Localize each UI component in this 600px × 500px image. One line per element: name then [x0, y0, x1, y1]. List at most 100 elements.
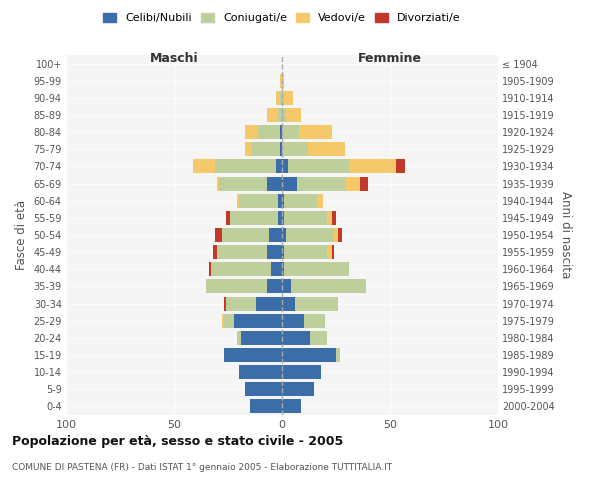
- Bar: [338, 228, 343, 242]
- Bar: [256, 296, 282, 310]
- Bar: [360, 176, 368, 190]
- Bar: [308, 142, 344, 156]
- Bar: [286, 228, 334, 242]
- Text: COMUNE DI PASTENA (FR) - Dati ISTAT 1° gennaio 2005 - Elaborazione TUTTITALIA.IT: COMUNE DI PASTENA (FR) - Dati ISTAT 1° g…: [12, 462, 392, 471]
- Bar: [282, 280, 290, 293]
- Bar: [282, 382, 314, 396]
- Text: Femmine: Femmine: [358, 52, 422, 64]
- Bar: [245, 125, 258, 139]
- Bar: [278, 211, 282, 225]
- Bar: [224, 314, 235, 328]
- Bar: [317, 194, 323, 207]
- Bar: [282, 194, 284, 207]
- Bar: [258, 125, 280, 139]
- Bar: [282, 365, 321, 379]
- Bar: [267, 280, 282, 293]
- Bar: [245, 142, 252, 156]
- Bar: [245, 382, 282, 396]
- Bar: [217, 176, 220, 190]
- Bar: [297, 176, 344, 190]
- Bar: [280, 74, 282, 88]
- Bar: [284, 262, 349, 276]
- Bar: [282, 296, 295, 310]
- Bar: [267, 176, 282, 190]
- Bar: [282, 331, 310, 345]
- Bar: [282, 211, 284, 225]
- Bar: [304, 314, 325, 328]
- Bar: [241, 331, 282, 345]
- Bar: [282, 314, 304, 328]
- Bar: [282, 348, 336, 362]
- Bar: [280, 91, 282, 105]
- Bar: [236, 194, 239, 207]
- Bar: [284, 194, 317, 207]
- Bar: [215, 160, 275, 173]
- Bar: [295, 296, 338, 310]
- Bar: [282, 400, 301, 413]
- Bar: [290, 280, 366, 293]
- Bar: [267, 245, 282, 259]
- Bar: [282, 108, 286, 122]
- Bar: [284, 91, 293, 105]
- Legend: Celibi/Nubili, Coniugati/e, Vedovi/e, Divorziati/e: Celibi/Nubili, Coniugati/e, Vedovi/e, Di…: [99, 8, 465, 28]
- Bar: [224, 296, 226, 310]
- Bar: [278, 108, 282, 122]
- Bar: [286, 108, 301, 122]
- Y-axis label: Anni di nascita: Anni di nascita: [559, 192, 572, 278]
- Text: Maschi: Maschi: [149, 52, 199, 64]
- Bar: [284, 245, 328, 259]
- Bar: [278, 194, 282, 207]
- Bar: [213, 245, 217, 259]
- Bar: [328, 245, 332, 259]
- Bar: [215, 228, 221, 242]
- Bar: [334, 228, 338, 242]
- Bar: [209, 262, 211, 276]
- Bar: [282, 74, 284, 88]
- Bar: [282, 142, 308, 156]
- Bar: [349, 160, 397, 173]
- Bar: [206, 280, 267, 293]
- Bar: [397, 160, 405, 173]
- Bar: [289, 160, 349, 173]
- Bar: [224, 348, 282, 362]
- Bar: [220, 176, 267, 190]
- Text: Popolazione per età, sesso e stato civile - 2005: Popolazione per età, sesso e stato civil…: [12, 435, 343, 448]
- Bar: [269, 228, 282, 242]
- Bar: [275, 91, 280, 105]
- Bar: [280, 125, 282, 139]
- Bar: [332, 211, 336, 225]
- Bar: [282, 262, 284, 276]
- Bar: [252, 142, 280, 156]
- Bar: [226, 211, 230, 225]
- Bar: [230, 211, 278, 225]
- Bar: [282, 245, 284, 259]
- Bar: [217, 245, 267, 259]
- Bar: [267, 108, 278, 122]
- Bar: [275, 160, 282, 173]
- Bar: [280, 142, 282, 156]
- Bar: [239, 194, 278, 207]
- Bar: [226, 296, 256, 310]
- Bar: [250, 400, 282, 413]
- Bar: [282, 176, 297, 190]
- Bar: [239, 365, 282, 379]
- Bar: [221, 314, 224, 328]
- Bar: [344, 176, 360, 190]
- Bar: [282, 160, 289, 173]
- Bar: [282, 228, 286, 242]
- Bar: [211, 262, 271, 276]
- Bar: [284, 211, 328, 225]
- Bar: [193, 160, 215, 173]
- Bar: [235, 314, 282, 328]
- Y-axis label: Fasce di età: Fasce di età: [15, 200, 28, 270]
- Bar: [299, 125, 332, 139]
- Bar: [328, 211, 332, 225]
- Bar: [282, 125, 299, 139]
- Bar: [282, 91, 284, 105]
- Bar: [221, 228, 269, 242]
- Bar: [332, 245, 334, 259]
- Bar: [336, 348, 340, 362]
- Bar: [271, 262, 282, 276]
- Bar: [310, 331, 328, 345]
- Bar: [236, 331, 241, 345]
